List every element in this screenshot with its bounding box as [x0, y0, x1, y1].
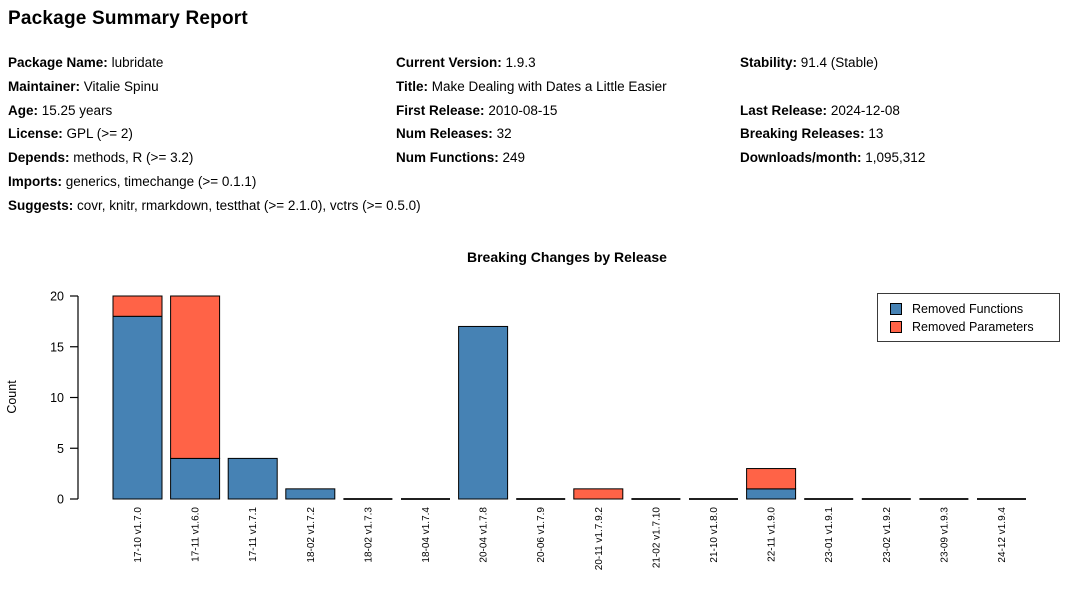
- meta-value: 1.9.3: [505, 55, 536, 70]
- x-tick-label: 20-04 v1.7.8: [479, 507, 490, 563]
- meta-value: 2010-08-15: [488, 102, 558, 118]
- meta-row: Title: Make Dealing with Dates a Little …: [396, 75, 667, 99]
- x-tick-label: 18-02 v1.7.3: [363, 507, 374, 563]
- meta-value: GPL (>= 2): [66, 126, 133, 142]
- meta-label: First Release:: [396, 102, 485, 118]
- bar-removed-functions: [746, 488, 797, 500]
- meta-value: 91.4 (Stable): [800, 55, 879, 70]
- meta-label: Downloads/month:: [740, 150, 862, 166]
- y-axis-label: Count: [5, 380, 19, 414]
- x-tick-label: 23-01 v1.9.1: [824, 507, 835, 563]
- x-tick-label: 20-06 v1.7.9: [536, 507, 547, 563]
- x-tick-label: 17-11 v1.6.0: [191, 507, 202, 562]
- meta-row: Num Releases: 32: [396, 122, 667, 146]
- chart-title: Breaking Changes by Release: [467, 249, 667, 265]
- y-tick-label: 5: [57, 442, 64, 456]
- meta-value: Vitalie Spinu: [83, 78, 159, 94]
- meta-label: Depends:: [8, 150, 70, 166]
- x-tick-label: 23-02 v1.9.2: [882, 507, 893, 563]
- meta-row: Suggests: covr, knitr, rmarkdown, testth…: [8, 194, 421, 218]
- y-tick-label: 10: [50, 391, 64, 405]
- meta-value: generics, timechange (>= 0.1.1): [65, 173, 257, 189]
- meta-value: methods, R (>= 3.2): [73, 150, 194, 166]
- meta-label: Imports:: [8, 173, 62, 189]
- meta-label: Maintainer:: [8, 78, 81, 94]
- y-tick-label: 20: [50, 290, 64, 304]
- x-tick-label: 20-11 v1.7.9.2: [594, 507, 605, 571]
- meta-row: Depends: methods, R (>= 3.2): [8, 146, 421, 170]
- meta-row: Maintainer: Vitalie Spinu: [8, 75, 421, 99]
- legend-item-removed-functions: Removed Functions: [890, 302, 1059, 316]
- chart-legend: Removed Functions Removed Parameters: [877, 293, 1060, 342]
- meta-value: Make Dealing with Dates a Little Easier: [431, 78, 667, 94]
- meta-label: Breaking Releases:: [740, 126, 865, 142]
- bar-removed-functions: [458, 325, 509, 500]
- meta-value: covr, knitr, rmarkdown, testthat (>= 2.1…: [77, 197, 421, 213]
- meta-value: 15.25 years: [41, 102, 113, 118]
- meta-value: 32: [496, 126, 512, 142]
- x-tick-label: 22-11 v1.9.0: [767, 507, 778, 562]
- legend-item-removed-parameters: Removed Parameters: [890, 320, 1059, 334]
- x-tick-label: 17-10 v1.7.0: [133, 507, 144, 563]
- meta-value: 13: [868, 126, 884, 142]
- meta-label: Last Release:: [740, 102, 828, 118]
- bar-removed-parameters: [746, 468, 797, 490]
- meta-value: lubridate: [111, 55, 164, 70]
- meta-value: 249: [502, 150, 526, 166]
- meta-value: 2024-12-08: [830, 102, 900, 118]
- meta-row: Age: 15.25 years: [8, 99, 421, 123]
- x-tick-label: 18-02 v1.7.2: [306, 507, 317, 563]
- metadata-column-right: Stability: 91.4 (Stable) Last Release: 20…: [740, 51, 925, 170]
- meta-row: Num Functions: 249: [396, 146, 667, 170]
- bar-removed-functions: [170, 457, 221, 500]
- meta-label: Num Functions:: [396, 150, 499, 166]
- meta-row: Breaking Releases: 13: [740, 122, 925, 146]
- x-tick-label: 18-04 v1.7.4: [421, 507, 432, 563]
- bar-removed-parameters: [170, 295, 221, 459]
- metadata-column-middle: Current Version: 1.9.3 Title: Make Dealin…: [396, 51, 667, 170]
- meta-label: Num Releases:: [396, 126, 493, 142]
- meta-label: Stability:: [740, 55, 798, 70]
- bar-removed-functions: [285, 488, 336, 500]
- y-tick-label: 0: [57, 493, 64, 507]
- metadata-column-left: Package Name: lubridate Maintainer: Vital…: [8, 51, 421, 218]
- legend-label: Removed Parameters: [912, 319, 1034, 334]
- bar-removed-functions: [227, 457, 278, 500]
- bar-removed-functions: [112, 315, 163, 500]
- meta-label: Suggests:: [8, 197, 74, 213]
- x-tick-label: 17-11 v1.7.1: [248, 507, 259, 562]
- legend-label: Removed Functions: [912, 301, 1024, 316]
- meta-row: Imports: generics, timechange (>= 0.1.1): [8, 170, 421, 194]
- meta-row: Current Version: 1.9.3: [396, 51, 667, 75]
- meta-label: Current Version:: [396, 55, 502, 70]
- page-title: Package Summary Report: [8, 8, 248, 29]
- bar-removed-parameters: [112, 295, 163, 317]
- x-tick-label: 21-10 v1.8.0: [709, 507, 720, 563]
- meta-value: 1,095,312: [865, 150, 926, 166]
- meta-row: First Release: 2010-08-15: [396, 99, 667, 123]
- meta-row: Package Name: lubridate: [8, 51, 421, 75]
- meta-row: Stability: 91.4 (Stable): [740, 51, 925, 75]
- meta-row: Last Release: 2024-12-08: [740, 99, 925, 123]
- meta-label: Age:: [8, 102, 38, 118]
- x-tick-label: 21-02 v1.7.10: [651, 507, 662, 569]
- legend-swatch-removed-parameters: [890, 320, 902, 333]
- meta-row: Downloads/month: 1,095,312: [740, 146, 925, 170]
- legend-swatch-removed-functions: [890, 302, 902, 315]
- x-tick-label: 24-12 v1.9.4: [997, 507, 1008, 563]
- y-tick-label: 15: [50, 340, 64, 354]
- meta-label: Title:: [396, 78, 429, 94]
- meta-row: License: GPL (>= 2): [8, 122, 421, 146]
- bar-removed-parameters: [573, 488, 624, 500]
- x-tick-label: 23-09 v1.9.3: [939, 507, 950, 563]
- meta-label: License:: [8, 126, 63, 142]
- meta-label: Package Name:: [8, 55, 108, 70]
